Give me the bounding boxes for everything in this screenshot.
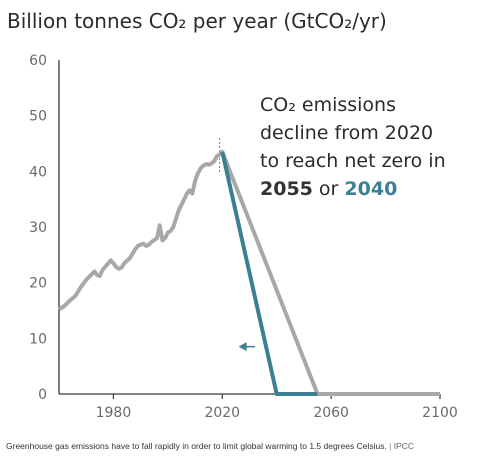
caption: Greenhouse gas emissions have to fall ra… <box>6 441 476 451</box>
caption-text: Greenhouse gas emissions have to fall ra… <box>6 441 387 451</box>
caption-source: IPCC <box>393 441 415 451</box>
annotation-line-3: to reach net zero in <box>260 150 446 172</box>
y-tick-label: 50 <box>29 109 47 125</box>
series-line-2055 <box>57 149 440 396</box>
y-tick-label: 20 <box>29 276 47 292</box>
y-tick-label: 0 <box>38 387 47 403</box>
y-tick-label: 10 <box>29 331 47 347</box>
shift-arrow <box>238 342 255 352</box>
y-axis-ticks: 0 10 20 30 40 50 60 <box>29 53 47 403</box>
annotation-connector: or <box>313 178 345 200</box>
x-axis-ticks: 1980 2020 2060 2100 <box>96 394 458 421</box>
x-tick-label: 2100 <box>422 405 458 421</box>
chart-title: Billion tonnes CO₂ per year (GtCO₂/yr) <box>7 9 387 33</box>
annotation-line-1: CO₂ emissions <box>260 94 396 116</box>
caption-separator: | <box>386 441 394 451</box>
y-tick-label: 40 <box>29 164 47 180</box>
annotation-line-4: 2055 or 2040 <box>260 178 397 200</box>
series-line-2040 <box>220 151 318 396</box>
x-tick-label: 1980 <box>96 405 132 421</box>
annotation-year-2055: 2055 <box>260 178 313 200</box>
x-tick-label: 2060 <box>313 405 349 421</box>
annotation-line-2: decline from 2020 <box>260 122 433 144</box>
annotation-year-2040: 2040 <box>344 178 397 200</box>
x-tick-label: 2020 <box>204 405 240 421</box>
arrow-head-icon <box>238 342 247 352</box>
y-tick-label: 30 <box>29 220 47 236</box>
annotation: CO₂ emissions decline from 2020 to reach… <box>260 94 446 200</box>
emissions-chart: Billion tonnes CO₂ per year (GtCO₂/yr) 0… <box>7 9 458 421</box>
series-layer <box>57 149 440 396</box>
y-tick-label: 60 <box>29 53 47 69</box>
